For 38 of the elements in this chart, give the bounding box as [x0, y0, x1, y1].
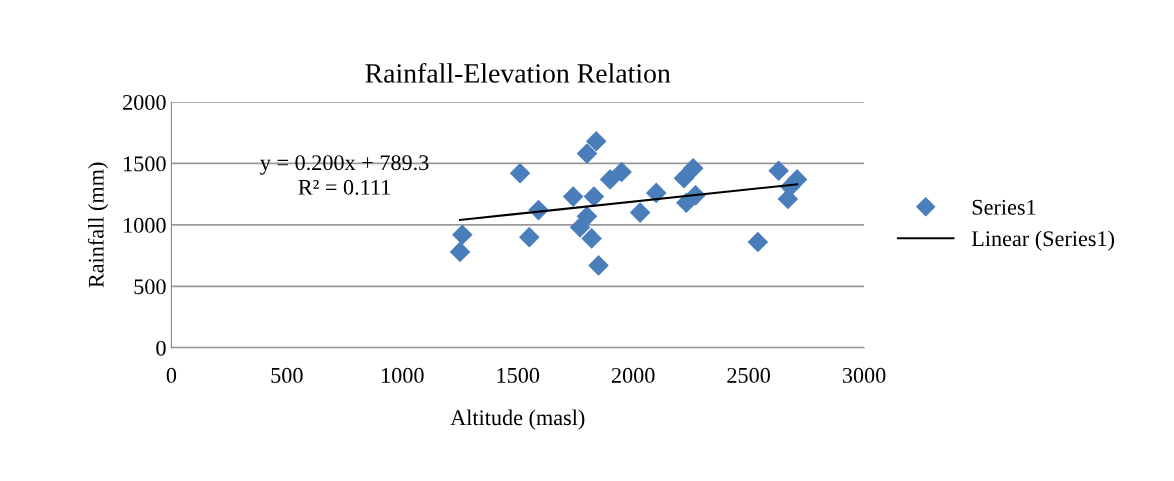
y-tick-label: 1000 — [124, 217, 166, 233]
x-axis-title: Altitude (masl) — [450, 409, 585, 430]
point — [673, 167, 695, 189]
point — [583, 186, 605, 207]
x-tick-label: 0 — [166, 367, 177, 383]
point — [449, 241, 471, 263]
annotation: y = 0.200x + 789.3 — [260, 155, 429, 175]
annotation: R² = 0.111 — [298, 179, 390, 195]
y-tick-label: 500 — [134, 279, 166, 295]
point — [629, 202, 651, 223]
y-tick-label: 2000 — [123, 94, 166, 110]
y-tick-label: 0 — [156, 340, 166, 356]
point — [569, 217, 591, 238]
point — [452, 224, 473, 245]
point — [576, 143, 598, 164]
x-tick-label: 1500 — [497, 367, 540, 383]
point — [585, 131, 607, 152]
x-tick-label: 2000 — [611, 367, 655, 383]
point — [518, 226, 540, 248]
point — [581, 228, 602, 249]
x-tick-label: 2500 — [727, 367, 770, 383]
y-tick-label: 1500 — [124, 156, 166, 172]
y-axis-title: Rainfall (mm) — [87, 162, 109, 288]
legend-label: Series1 — [972, 199, 1036, 215]
point — [588, 255, 609, 276]
point — [645, 182, 667, 204]
x-tick-label: 3000 — [842, 367, 886, 383]
point — [682, 158, 704, 179]
point — [599, 169, 621, 190]
point — [747, 231, 769, 253]
point — [611, 161, 632, 183]
point — [562, 186, 584, 207]
legend-label: Linear (Series1) — [971, 230, 1115, 251]
x-tick-label: 500 — [271, 367, 303, 383]
point — [509, 162, 531, 184]
point — [768, 160, 789, 182]
x-tick-label: 1000 — [382, 367, 424, 383]
chart-title: Rainfall-Elevation Relation — [365, 62, 671, 83]
